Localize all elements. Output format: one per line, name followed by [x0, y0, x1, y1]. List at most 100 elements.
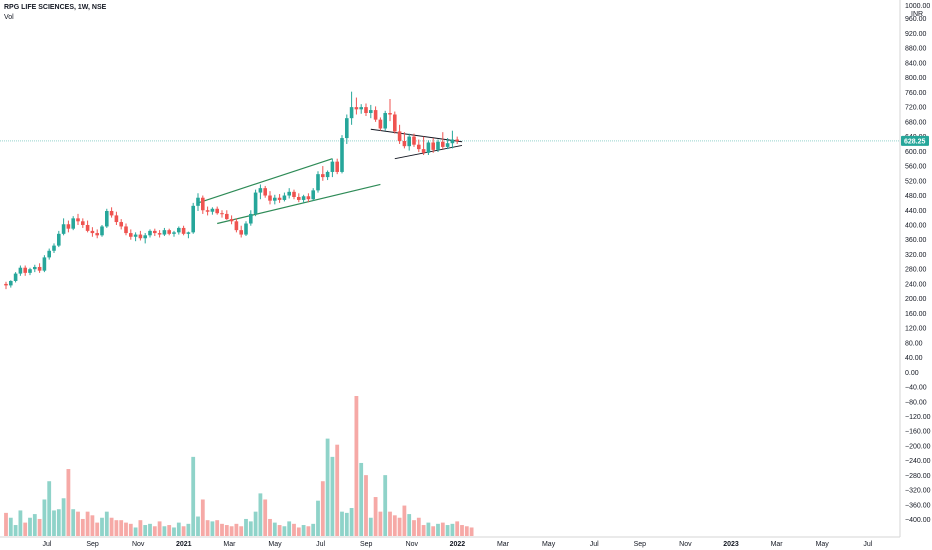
candlestick-series [4, 91, 459, 290]
volume-bar [162, 526, 167, 536]
candle-body [249, 213, 253, 224]
candle [124, 223, 128, 236]
candle [4, 281, 8, 290]
candle [177, 226, 181, 235]
time-tick-label: Jul [43, 541, 52, 548]
time-axis[interactable]: Jul Sep Nov 2021 Mar May Jul Sep Nov 2022 Mar May Ju… [43, 541, 873, 548]
candle [330, 158, 335, 178]
candle-body [210, 208, 215, 212]
price-tick-label: 160.00 [905, 311, 927, 318]
candle [407, 133, 411, 151]
candle [345, 114, 349, 144]
price-tick-label: 240.00 [905, 281, 927, 288]
volume-bar [66, 469, 71, 536]
volume-bar [28, 517, 32, 536]
candle-body [301, 196, 306, 200]
price-tick-label: −80.00 [905, 399, 927, 406]
time-tick-label: Nov [132, 541, 145, 548]
volume-bar [407, 514, 412, 536]
volume-bar [215, 520, 220, 536]
candle-body [129, 233, 133, 237]
candle [445, 138, 450, 150]
candle [292, 189, 296, 200]
candle [282, 192, 287, 202]
price-tick-label: 720.00 [905, 105, 927, 112]
candle [364, 103, 368, 116]
price-tick-label: −320.00 [905, 488, 931, 495]
candle [205, 206, 210, 216]
candle-body [354, 107, 359, 110]
time-tick-label: Jul [316, 541, 325, 548]
chart-drawings [197, 128, 463, 225]
volume-bar [90, 515, 95, 536]
volume-bar [8, 517, 13, 536]
candle [28, 267, 32, 276]
candle [109, 207, 114, 218]
candle-body [105, 210, 109, 227]
price-tick-label: 560.00 [905, 164, 927, 171]
price-tick-label: 80.00 [905, 340, 923, 347]
price-tick-label: −280.00 [905, 473, 931, 480]
volume-bar [248, 521, 253, 536]
candle-body [81, 221, 85, 225]
candle-body [316, 174, 320, 191]
symbol-title[interactable]: RPG LIFE SCIENCES, 1W, NSE [4, 4, 107, 11]
candle-body [441, 141, 445, 147]
volume-bar [124, 522, 128, 536]
candle-body [133, 234, 138, 237]
candle [23, 265, 27, 276]
candle-body [229, 219, 234, 222]
price-tick-label: −40.00 [905, 385, 927, 392]
volume-bar [85, 511, 90, 536]
candle-body [349, 107, 354, 119]
time-tick-label: Jul [863, 541, 872, 548]
candle [369, 104, 373, 119]
price-tick-label: 400.00 [905, 222, 927, 229]
volume-bar [148, 523, 152, 536]
candle-body [369, 110, 373, 114]
candle-body [359, 107, 363, 110]
volume-bar [416, 517, 421, 536]
time-tick-label: 2021 [176, 541, 192, 548]
volume-bar [32, 514, 37, 536]
candle-body [157, 233, 162, 235]
candle-body [205, 210, 210, 212]
price-tick-label: −120.00 [905, 414, 931, 421]
volume-bar [354, 396, 359, 536]
candle [66, 220, 71, 233]
volume-bar [239, 526, 244, 536]
volume-bar [450, 523, 455, 536]
candle-body [253, 192, 258, 214]
current-price-badge [901, 135, 929, 146]
time-tick-label: Mar [497, 541, 510, 548]
candle-body [177, 227, 181, 233]
candle [143, 233, 147, 244]
candle-body [321, 174, 325, 178]
volume-bar [52, 510, 56, 536]
volume-legend-label[interactable]: Vol [4, 14, 14, 21]
candle [95, 229, 99, 239]
volume-bar [436, 523, 440, 536]
candle [47, 248, 51, 260]
volume-bar [61, 498, 66, 536]
volume-bar [13, 525, 18, 536]
volume-bar [388, 511, 392, 536]
candle-body [340, 138, 344, 172]
volume-bar [287, 521, 292, 536]
candle-body [172, 232, 176, 234]
candle-body [9, 280, 13, 286]
candle [402, 132, 407, 149]
volume-bar [359, 462, 364, 536]
candle [225, 210, 229, 220]
candle [383, 110, 387, 131]
candle [263, 185, 267, 198]
candle-body [76, 218, 80, 222]
candle-body [436, 141, 440, 150]
candle-body [373, 110, 378, 120]
candle-body [28, 269, 32, 273]
candle-body [325, 171, 330, 178]
candle-body [100, 226, 104, 236]
candle [311, 188, 315, 201]
